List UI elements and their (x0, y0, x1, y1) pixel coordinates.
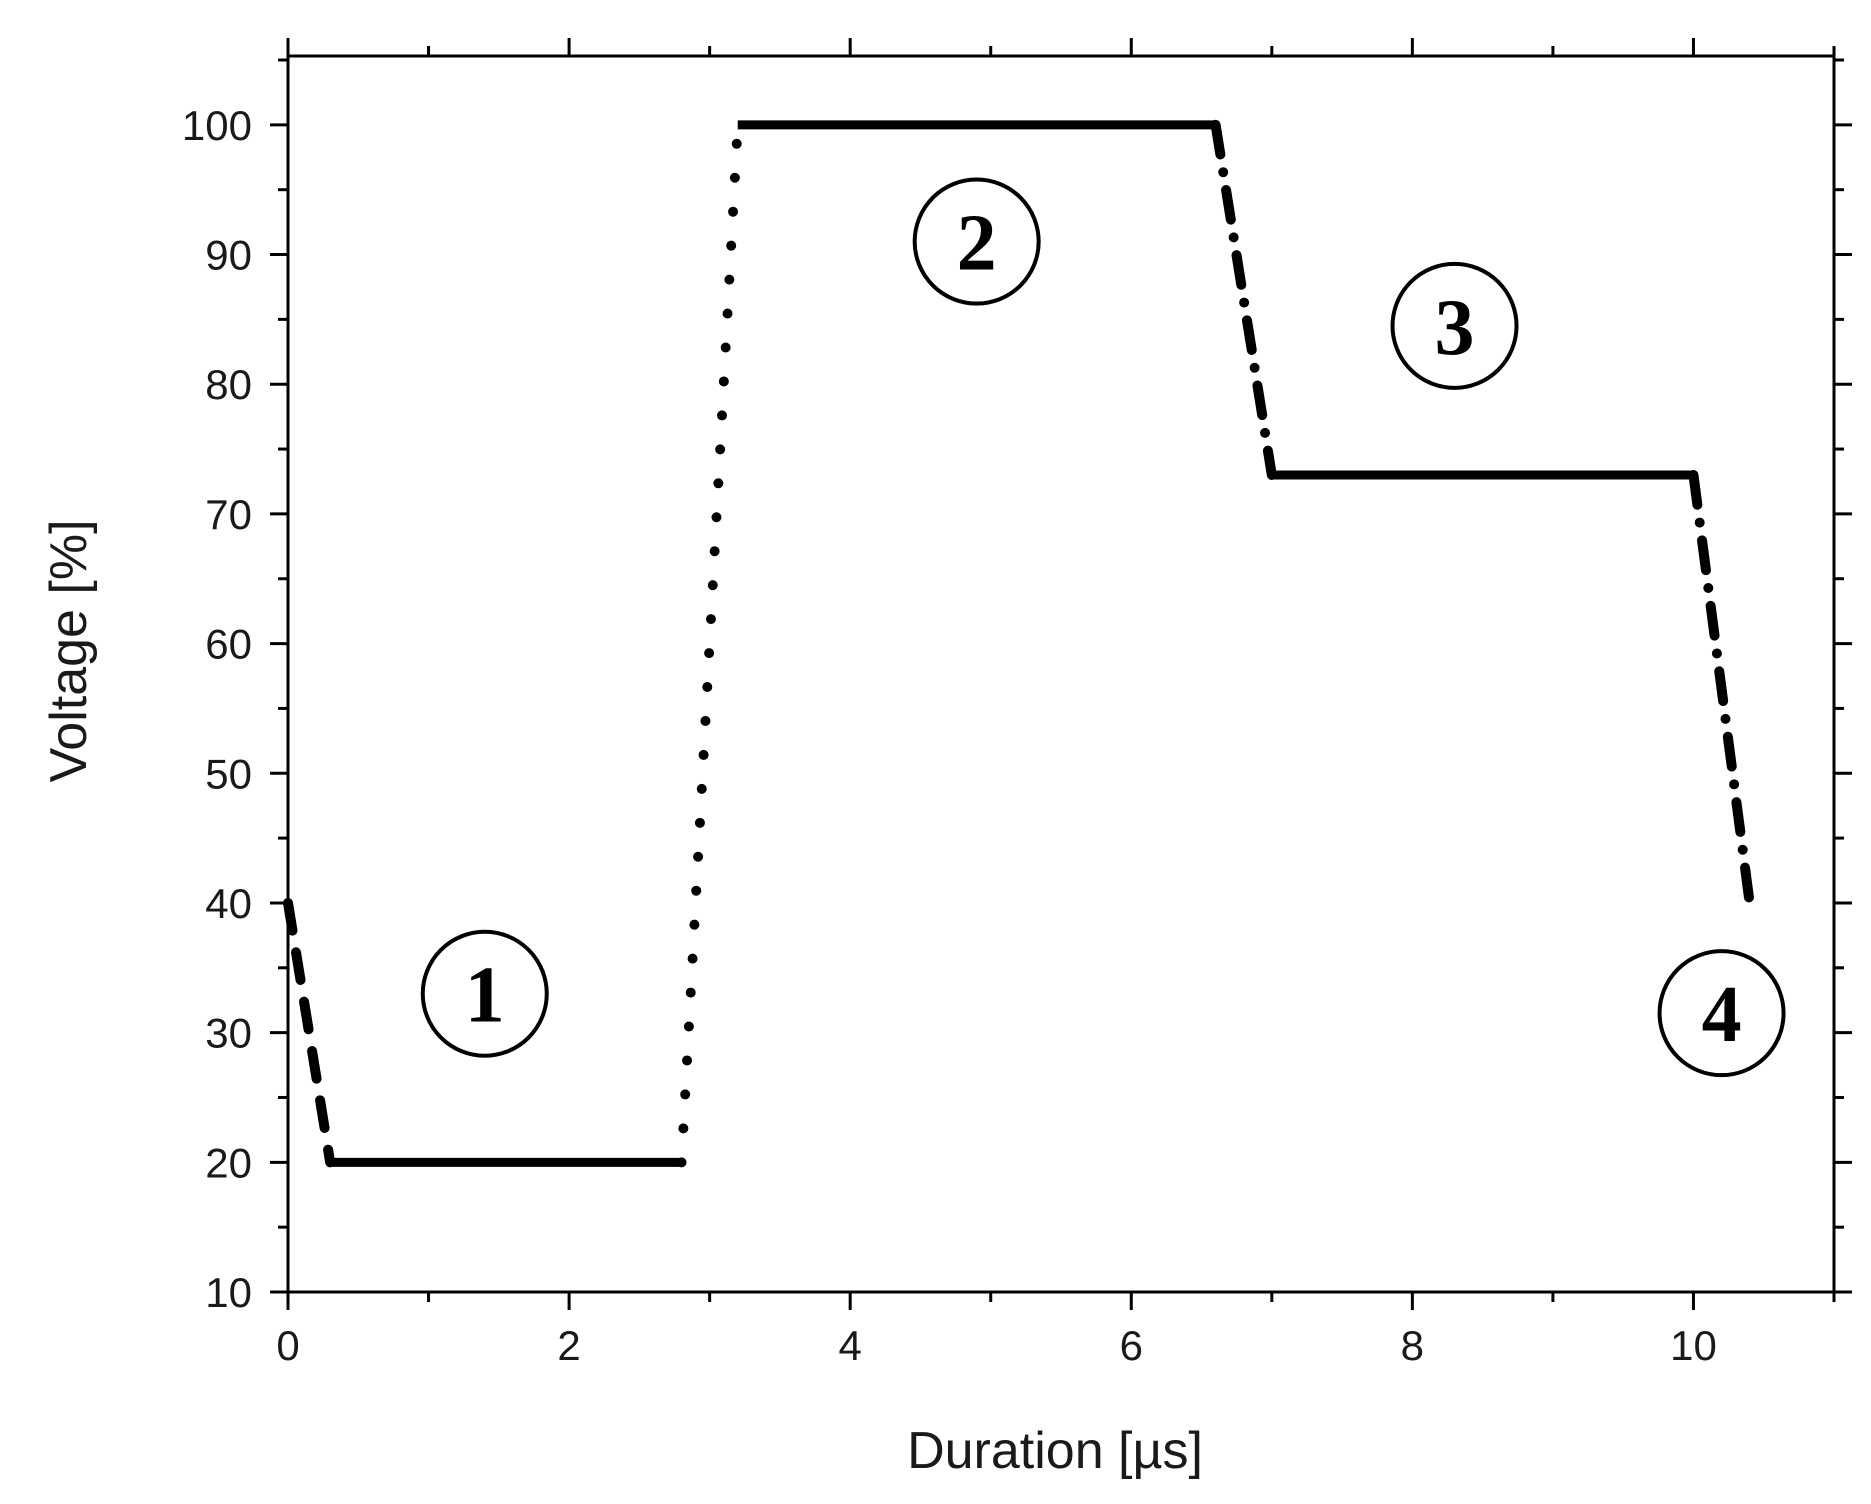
voltage-series (283, 119, 1755, 1168)
y-tick-label: 20 (205, 1139, 252, 1186)
phase-marker-label: 2 (957, 200, 997, 288)
series-segment-dotted (676, 119, 743, 1168)
series-segment-dash-dot (1688, 469, 1755, 908)
x-tick-label: 2 (557, 1322, 580, 1369)
y-axis-title: Voltage [%] (40, 519, 98, 782)
phase-marker-circle (420, 929, 549, 1058)
axis-ticks (270, 38, 1852, 1310)
y-tick-label: 10 (205, 1269, 252, 1316)
x-tick-label: 10 (1670, 1322, 1717, 1369)
phase-marker-circle (1390, 261, 1519, 390)
phase-marker-label: 1 (465, 952, 505, 1040)
phase-marker-circle (1657, 949, 1786, 1078)
x-tick-label: 8 (1401, 1322, 1424, 1369)
phase-marker-label: 4 (1702, 971, 1742, 1059)
phase-marker: 3 (1390, 261, 1519, 390)
phase-marker-label: 3 (1435, 284, 1475, 372)
y-tick-label: 100 (182, 102, 252, 149)
y-tick-label: 60 (205, 621, 252, 668)
tick-labels: 0 2 4 6 8 10 10 20 30 40 50 60 70 80 90 100 (182, 102, 1717, 1369)
phase-marker: 4 (1657, 949, 1786, 1078)
phase-marker: 2 (912, 177, 1041, 306)
x-tick-label: 0 (276, 1322, 299, 1369)
y-tick-label: 90 (205, 232, 252, 279)
x-tick-label: 6 (1120, 1322, 1143, 1369)
phase-annotations: 1 2 3 4 (420, 177, 1786, 1078)
y-tick-label: 80 (205, 361, 252, 408)
x-tick-label: 4 (839, 1322, 862, 1369)
phase-marker-circle (912, 177, 1041, 306)
y-tick-label: 50 (205, 750, 252, 797)
y-tick-label: 70 (205, 491, 252, 538)
y-tick-label: 30 (205, 1010, 252, 1057)
axes (286, 54, 1836, 1294)
series-segment-dash-dot (1210, 119, 1277, 480)
phase-marker: 1 (420, 929, 549, 1058)
series-segment-dashed (283, 897, 336, 1168)
y-tick-label: 40 (205, 880, 252, 927)
x-axis-title: Duration [µs] (907, 1422, 1203, 1480)
